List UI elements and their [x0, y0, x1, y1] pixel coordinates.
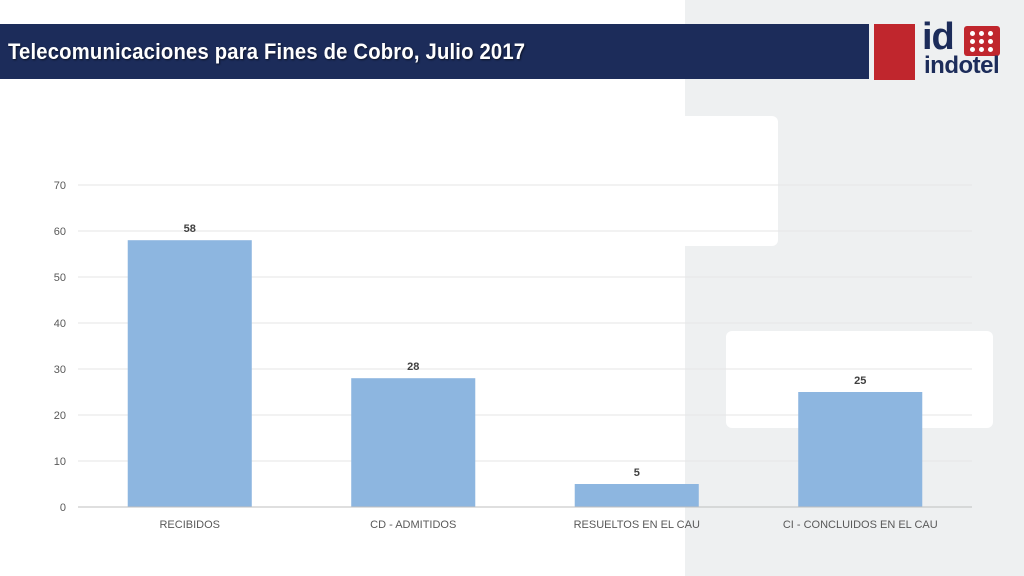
- title-bar: Telecomunicaciones para Fines de Cobro, …: [0, 24, 869, 79]
- bar: [127, 240, 252, 507]
- data-label: 25: [854, 375, 866, 387]
- chart-data-labels: 58 28 5 25: [184, 223, 867, 479]
- bar: [351, 378, 476, 507]
- bar: [574, 484, 699, 507]
- indotel-logo: id indotel: [874, 16, 1004, 82]
- logo-dots-icon: [964, 26, 1000, 56]
- x-tick-label: RESUELTOS EN EL CAU: [574, 519, 700, 531]
- y-tick-label: 20: [54, 410, 66, 422]
- x-tick-label: CD - ADMITIDOS: [370, 519, 456, 531]
- x-tick-label: CI - CONCLUIDOS EN EL CAU: [783, 519, 938, 531]
- background-notch: [640, 116, 778, 246]
- data-label: 5: [634, 467, 640, 479]
- chart-x-axis: RECIBIDOS CD - ADMITIDOS RESUELTOS EN EL C…: [159, 519, 937, 531]
- logo-mark: id: [922, 16, 955, 58]
- y-tick-label: 70: [54, 180, 66, 192]
- chart-y-axis: 0 10 20 30 40 50 60 70: [54, 180, 66, 514]
- y-tick-label: 10: [54, 456, 66, 468]
- x-tick-label: RECIBIDOS: [159, 519, 220, 531]
- background-panel-left: [0, 88, 685, 576]
- y-tick-label: 60: [54, 226, 66, 238]
- y-tick-label: 40: [54, 318, 66, 330]
- data-label: 58: [184, 223, 196, 235]
- data-label: 28: [407, 361, 419, 373]
- y-tick-label: 0: [60, 502, 66, 514]
- logo-red-block: [874, 24, 915, 80]
- y-tick-label: 50: [54, 272, 66, 284]
- page-title: Telecomunicaciones para Fines de Cobro, …: [8, 38, 526, 64]
- logo-name: indotel: [924, 52, 1000, 79]
- bar: [798, 392, 923, 507]
- y-tick-label: 30: [54, 364, 66, 376]
- chart-bars: [127, 240, 923, 507]
